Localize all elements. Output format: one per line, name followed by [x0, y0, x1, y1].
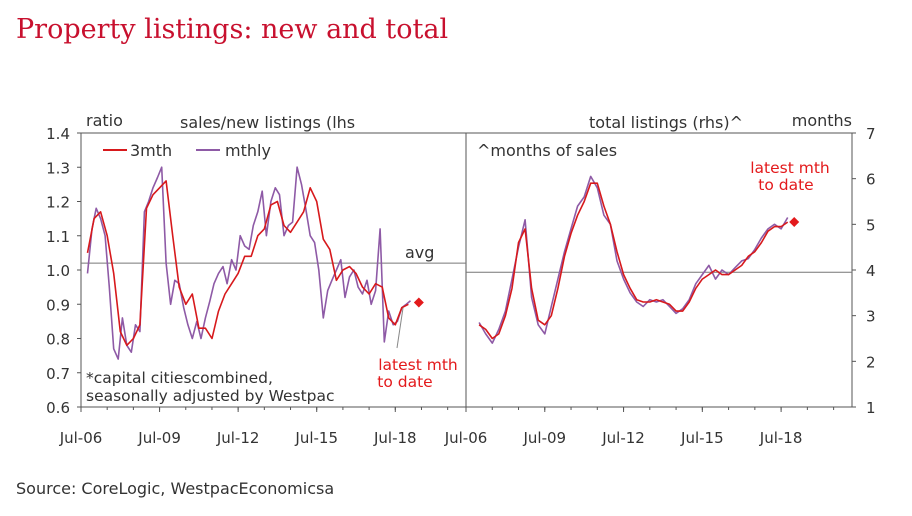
series-axis-label: total listings (rhs)^ — [589, 113, 743, 132]
chart-title: Property listings: new and total — [16, 14, 449, 45]
y-tick-label: 2 — [866, 353, 876, 371]
y-tick-label: 7 — [866, 125, 876, 143]
y-tick-label: 3 — [866, 308, 876, 326]
y-tick-label: 0.8 — [46, 331, 70, 349]
average-label: avg — [405, 243, 434, 262]
source-note: Source: CoreLogic, WestpacEconomicsa — [16, 479, 335, 498]
series-line-3mth — [478, 182, 789, 340]
y-tick-label: 0.6 — [46, 399, 70, 417]
footnote-line: *capital citiescombined, — [86, 369, 273, 387]
latest-label-line: latest mth — [750, 159, 830, 177]
x-tick-label: Jul-06 — [59, 429, 103, 447]
x-tick-label: Jul-09 — [522, 429, 566, 447]
x-tick-label: Jul-15 — [294, 429, 338, 447]
y-tick-label: 0.9 — [46, 296, 70, 314]
y-unit-label: months — [792, 111, 852, 130]
x-tick-label: Jul-12 — [216, 429, 260, 447]
y-tick-label: 4 — [866, 262, 876, 280]
y-tick-label: 1.2 — [46, 194, 70, 212]
series-line-3mth — [86, 180, 409, 347]
latest-label-line: to date — [758, 176, 813, 194]
left-panel: 1.4 1.3 1.2 1.1 1.0 0.9 0.8 0.7 0.6 Jul-06 Jul-09 J… — [46, 111, 467, 447]
y-unit-label: ratio — [86, 111, 123, 130]
y-tick-label: 1.4 — [46, 125, 70, 143]
series-line-mthly — [478, 175, 789, 344]
x-tick-label: Jul-18 — [759, 429, 803, 447]
x-tick-label: Jul-15 — [680, 429, 724, 447]
y-tick-label: 0.7 — [46, 365, 70, 383]
latest-label-line: latest mth — [378, 356, 458, 374]
series-axis-label: sales/new listings (lhs — [180, 113, 355, 132]
y-tick-label: 6 — [866, 171, 876, 189]
subtitle-note: ^months of sales — [477, 141, 617, 160]
y-tick-label: 1.1 — [46, 228, 70, 246]
y-tick-label: 1 — [866, 399, 876, 417]
x-tick-label: Jul-12 — [601, 429, 645, 447]
footnote-line: seasonally adjusted by Westpac — [86, 387, 335, 405]
x-tick-label: Jul-09 — [137, 429, 181, 447]
legend-label-3mth: 3mth — [130, 141, 172, 160]
x-tick-label: Jul-06 — [444, 429, 488, 447]
latest-pointer-line — [396, 307, 404, 349]
y-tick-label: 5 — [866, 216, 876, 234]
x-tick-label: Jul-18 — [373, 429, 417, 447]
y-tick-label: 1.0 — [46, 262, 70, 280]
latest-month-marker — [413, 297, 424, 308]
latest-label-line: to date — [377, 373, 432, 391]
latest-month-marker — [789, 217, 800, 228]
y-tick-label: 1.3 — [46, 159, 70, 177]
legend-label-mthly: mthly — [225, 141, 271, 160]
right-panel: 7 6 5 4 3 2 1 Jul-06 Jul-09 Jul-12 Jul-15 Jul-18 tot… — [444, 111, 876, 447]
